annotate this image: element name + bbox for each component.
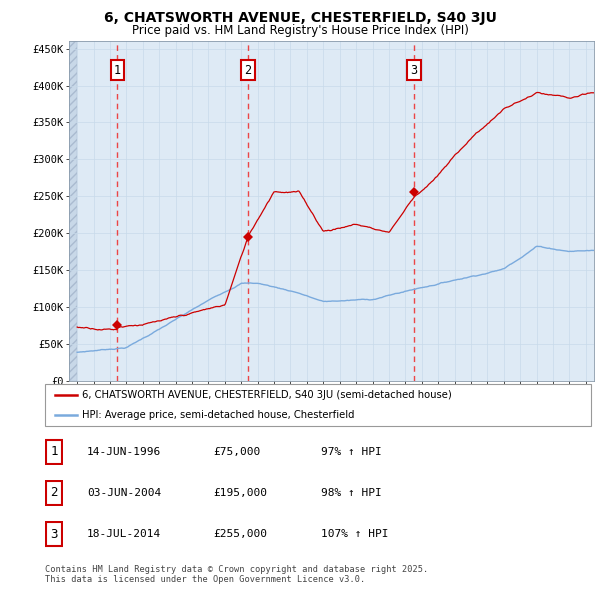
Text: 97% ↑ HPI: 97% ↑ HPI [321,447,382,457]
Text: 3: 3 [50,527,58,541]
Text: 2: 2 [245,64,252,77]
Text: 03-JUN-2004: 03-JUN-2004 [87,488,161,498]
Text: 2: 2 [50,486,58,500]
FancyBboxPatch shape [46,440,62,464]
Bar [69,41,77,381]
Text: 3: 3 [410,64,418,77]
Text: £195,000: £195,000 [213,488,267,498]
Text: 98% ↑ HPI: 98% ↑ HPI [321,488,382,498]
Text: HPI: Average price, semi-detached house, Chesterfield: HPI: Average price, semi-detached house,… [82,409,355,419]
FancyBboxPatch shape [45,384,591,426]
Text: 107% ↑ HPI: 107% ↑ HPI [321,529,389,539]
Text: 6, CHATSWORTH AVENUE, CHESTERFIELD, S40 3JU: 6, CHATSWORTH AVENUE, CHESTERFIELD, S40 … [104,11,496,25]
Text: 1: 1 [114,64,121,77]
FancyBboxPatch shape [46,522,62,546]
Text: 18-JUL-2014: 18-JUL-2014 [87,529,161,539]
Text: 14-JUN-1996: 14-JUN-1996 [87,447,161,457]
Text: 1: 1 [50,445,58,458]
FancyBboxPatch shape [46,481,62,505]
Text: £255,000: £255,000 [213,529,267,539]
Text: 6, CHATSWORTH AVENUE, CHESTERFIELD, S40 3JU (semi-detached house): 6, CHATSWORTH AVENUE, CHESTERFIELD, S40 … [82,390,452,400]
Text: £75,000: £75,000 [213,447,260,457]
Text: Contains HM Land Registry data © Crown copyright and database right 2025.
This d: Contains HM Land Registry data © Crown c… [45,565,428,584]
Text: Price paid vs. HM Land Registry's House Price Index (HPI): Price paid vs. HM Land Registry's House … [131,24,469,37]
